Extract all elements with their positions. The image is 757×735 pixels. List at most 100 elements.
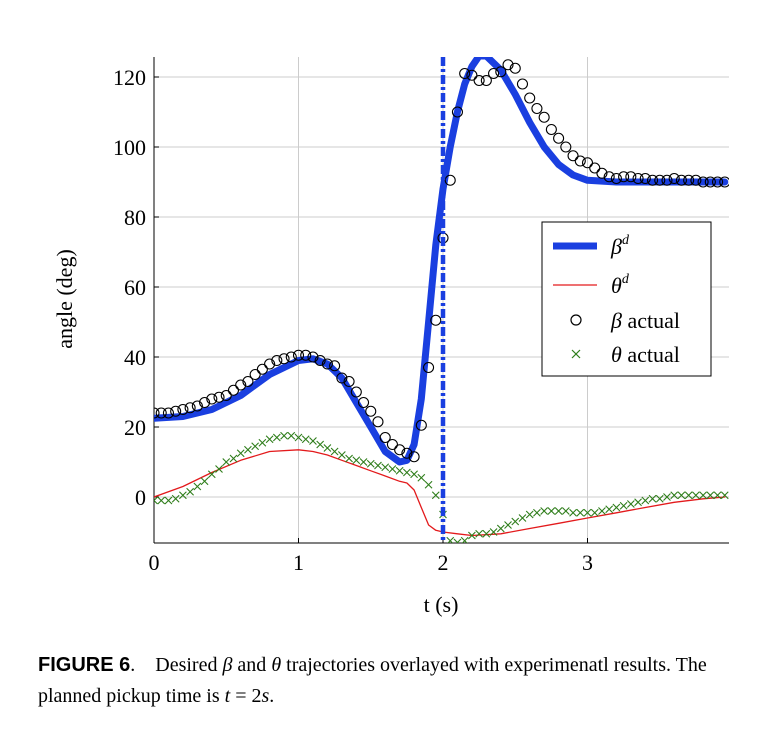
beta-actual-point	[625, 171, 637, 183]
theta-actual-point	[677, 491, 686, 500]
beta-actual-point	[444, 174, 456, 186]
beta-actual-point	[581, 157, 594, 169]
beta-actual-point	[711, 176, 724, 188]
beta-actual-point	[683, 174, 695, 186]
beta-actual-point	[502, 59, 514, 71]
beta-actual-point	[473, 74, 485, 87]
theta-actual-point	[272, 433, 281, 442]
theta-actual-point	[641, 496, 650, 505]
theta-actual-point	[533, 508, 541, 517]
theta-actual-point	[207, 470, 216, 479]
beta-actual-point	[632, 172, 644, 185]
theta-actual-point	[475, 529, 484, 538]
theta-actual-point	[598, 507, 606, 515]
beta-actual-point	[256, 363, 268, 375]
theta-actual-point	[554, 507, 563, 515]
figure-label: FIGURE 6	[38, 654, 131, 676]
beta-actual-point	[336, 372, 348, 384]
beta-actual-point	[365, 405, 377, 417]
x-axis-label: t (s)	[424, 592, 459, 617]
beta-actual-point	[466, 69, 478, 81]
theta-actual-point	[511, 517, 520, 526]
theta-actual-point	[179, 491, 187, 500]
series-line-1	[154, 449, 726, 537]
theta-actual-point	[316, 440, 325, 449]
theta-actual-point	[164, 496, 173, 505]
theta-actual-point	[576, 508, 585, 517]
theta-actual-point	[460, 536, 469, 543]
figure-caption: FIGURE 6. Desired β and θ trajectories o…	[38, 654, 707, 707]
beta-actual-point	[610, 172, 622, 185]
beta-actual-point	[249, 368, 261, 381]
beta-actual-point	[343, 375, 355, 388]
beta-actual-point	[545, 123, 557, 136]
beta-actual-point	[394, 444, 406, 456]
beta-actual-point	[538, 111, 550, 123]
beta-actual-point	[422, 361, 435, 374]
theta-actual-point	[720, 491, 729, 500]
beta-actual-point	[415, 419, 427, 431]
legend-label-beta-d: βd	[610, 233, 630, 259]
theta-actual-point	[648, 494, 657, 503]
y-tick-label: 20	[124, 415, 146, 440]
beta-actual-point	[480, 74, 492, 87]
theta-actual-point	[691, 491, 700, 500]
theta-actual-point	[496, 524, 505, 533]
beta-actual-point	[603, 171, 615, 183]
axes	[153, 57, 729, 544]
beta-actual-point	[668, 172, 680, 185]
theta-actual-point	[309, 437, 317, 445]
theta-actual-point	[525, 510, 534, 519]
theta-actual-point	[352, 456, 361, 465]
beta-actual-point	[661, 174, 673, 186]
beta-actual-point	[531, 102, 543, 115]
theta-actual-point	[222, 458, 231, 466]
theta-actual-point	[294, 433, 303, 442]
theta-actual-point	[417, 473, 426, 482]
beta-actual-point	[242, 375, 254, 388]
beta-actual-point	[697, 176, 709, 188]
legend: βd θd β actual θ actual	[541, 221, 712, 377]
beta-actual-point	[690, 174, 702, 186]
theta-actual-point	[706, 491, 715, 500]
theta-actual-point	[713, 491, 722, 500]
theta-actual-point	[663, 493, 671, 501]
theta-actual-point	[489, 528, 498, 536]
beta-actual-point	[300, 349, 312, 361]
theta-actual-point	[157, 496, 166, 505]
beta-actual-point	[589, 162, 601, 174]
beta-actual-point	[386, 438, 398, 451]
theta-actual-point	[154, 496, 158, 505]
beta-actual-point	[488, 67, 500, 80]
theta-actual-point	[337, 451, 346, 459]
legend-label-theta-actual: θ actual	[611, 342, 680, 367]
theta-actual-point	[655, 494, 664, 503]
x-tick-label: 2	[438, 550, 449, 575]
y-axis-label: angle (deg)	[52, 249, 77, 349]
beta-actual-point	[639, 172, 651, 185]
theta-actual-point	[186, 487, 195, 496]
theta-actual-point	[626, 500, 635, 508]
beta-actual-point	[596, 167, 608, 179]
legend-marker-theta-actual	[571, 349, 581, 359]
beta-actual-point	[235, 379, 247, 391]
theta-actual-point	[699, 491, 707, 500]
x-tick-label: 0	[149, 550, 160, 575]
theta-actual-point	[193, 482, 202, 491]
beta-actual-point	[459, 67, 471, 80]
theta-actual-point	[323, 444, 332, 452]
beta-actual-point	[307, 351, 319, 363]
theta-actual-point	[280, 431, 288, 440]
beta-actual-point	[314, 354, 326, 367]
beta-actual-point	[553, 132, 565, 144]
y-tick-label: 40	[124, 345, 146, 370]
trajectory-chart: 0 1 2 3 0 20 40 60 80 100 120 t (s) angle (deg) βd…	[52, 57, 729, 617]
beta-actual-point	[162, 407, 174, 419]
beta-actual-point	[372, 416, 384, 428]
beta-actual-point	[379, 431, 391, 444]
theta-actual-point	[366, 459, 375, 468]
tick-labels: 0 1 2 3 0 20 40 60 80 100 120	[113, 65, 593, 575]
theta-actual-point	[258, 438, 267, 447]
beta-actual-point	[509, 62, 521, 74]
beta-actual-point	[191, 400, 203, 412]
